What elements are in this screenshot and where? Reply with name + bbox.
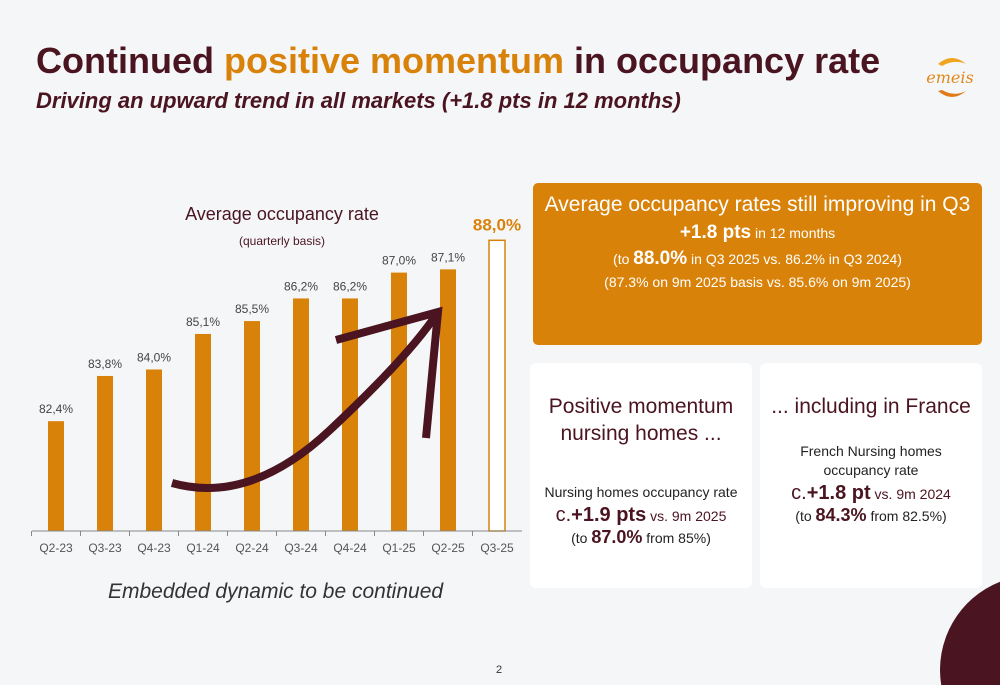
decorative-circle [940, 581, 1000, 685]
data-label: 83,8% [88, 357, 122, 371]
metric-value: +1.8 pt [806, 482, 871, 504]
sub-bold: 84.3% [815, 505, 867, 525]
highlight-line2: (87.3% on 9m 2025 basis vs. 85.6% on 9m … [604, 274, 911, 290]
svg-text:emeis: emeis [926, 68, 973, 87]
x-tick-label: Q2-25 [431, 541, 465, 555]
highlight-line1: (to 88.0% in Q3 2025 vs. 86.2% in Q3 202… [533, 248, 982, 270]
data-label: 87,1% [431, 250, 465, 264]
metric-suffix: vs. 9m 2024 [870, 486, 951, 502]
x-tick-label: Q3-23 [88, 541, 122, 555]
x-tick-label: Q3-25 [480, 541, 514, 555]
metric-prefix: c. [555, 504, 572, 526]
page-title: Continued positive momentum in occupancy… [36, 40, 880, 82]
data-label: 85,1% [186, 315, 220, 329]
sub-text: (to [571, 530, 592, 546]
page-subtitle: Driving an upward trend in all markets (… [36, 88, 681, 113]
line-bold: 88.0% [633, 248, 688, 269]
bar-Q3-25 [488, 239, 506, 532]
x-tick-label: Q2-24 [235, 541, 269, 555]
box-metric: c.+1.9 pts vs. 9m 2025 [530, 504, 752, 527]
bar-Q2-25 [440, 269, 456, 531]
x-tick-label: Q4-24 [333, 541, 367, 555]
occupancy-chart: Average occupancy rate (quarterly basis)… [31, 204, 522, 555]
data-label: 86,2% [284, 279, 318, 293]
box-heading: Positive momentum nursing homes ... [548, 395, 734, 445]
title-part: Continued [36, 40, 224, 81]
bar-Q1-25 [391, 272, 407, 531]
emeis-logo: emeis [926, 58, 974, 97]
line-text: in Q3 2025 vs. 86.2% in Q3 2024) [687, 251, 902, 267]
x-tick-label: Q1-24 [186, 541, 220, 555]
title-part: in occupancy rate [564, 40, 881, 81]
trend-arrow-icon [170, 309, 442, 492]
sub-text: from 82.5%) [866, 508, 947, 524]
bar-Q2-23 [48, 421, 64, 531]
page-number: 2 [496, 664, 503, 676]
line-text: (to [613, 251, 634, 267]
box-heading: ... including in France [771, 395, 971, 418]
data-label: 84,0% [137, 351, 171, 365]
data-label: 86,2% [333, 279, 367, 293]
sub-bold: 87.0% [591, 527, 643, 547]
sub-text: from 85%) [642, 530, 711, 546]
chart-title: Average occupancy rate [185, 204, 379, 224]
box-metric: c.+1.8 pt vs. 9m 2024 [760, 482, 982, 505]
metric-prefix: c. [791, 482, 807, 504]
metric-suffix: in 12 months [751, 225, 836, 241]
arrow-head-icon [334, 306, 443, 439]
metric-suffix: vs. 9m 2025 [646, 508, 727, 524]
bar-Q1-24 [195, 333, 211, 531]
data-label: 87,0% [382, 254, 416, 268]
metric-value: +1.8 pts [679, 222, 752, 243]
x-tick-label: Q4-23 [137, 541, 171, 555]
bar-Q3-24 [293, 298, 309, 531]
bar-Q3-23 [97, 375, 113, 531]
metric-value: +1.9 pts [571, 504, 647, 526]
box-text: French Nursing homes occupancy rate [800, 443, 942, 478]
box-sub: (to 84.3% from 82.5%) [760, 505, 982, 526]
x-tick-label: Q1-25 [382, 541, 416, 555]
title-highlight: positive momentum [223, 40, 565, 81]
box-text: Nursing homes occupancy rate [544, 484, 738, 500]
x-tick-label: Q3-24 [284, 541, 318, 555]
chart-caption: Embedded dynamic to be continued [108, 580, 444, 603]
bar-Q2-24 [244, 321, 260, 531]
data-label: 82,4% [39, 402, 73, 416]
bar-Q4-23 [146, 369, 162, 531]
sub-text: (to [795, 508, 816, 524]
france-box: ... including in France French Nursing h… [760, 363, 982, 588]
highlight-metric: +1.8 pts in 12 months [533, 222, 982, 244]
nursing-homes-box: Positive momentum nursing homes ... Nurs… [530, 363, 752, 588]
box-sub: (to 87.0% from 85%) [530, 527, 752, 548]
highlight-heading: Average occupancy rates still improving … [544, 193, 971, 216]
data-label: 88,0% [473, 215, 521, 234]
x-tick-label: Q2-23 [39, 541, 73, 555]
highlight-box: Average occupancy rates still improving … [533, 183, 982, 345]
chart-subtitle: (quarterly basis) [239, 234, 325, 248]
data-label: 85,5% [235, 302, 269, 316]
